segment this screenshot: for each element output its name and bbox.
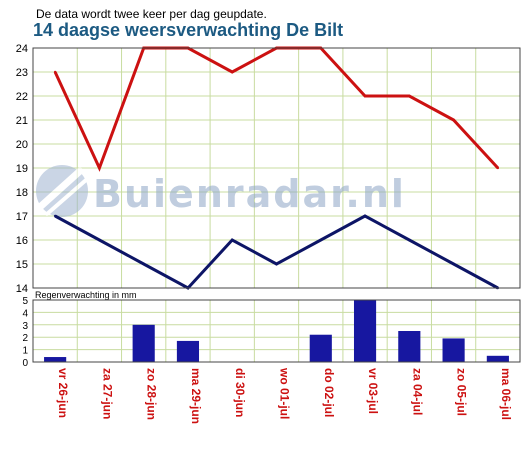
temperature-tick-label: 14 bbox=[16, 283, 28, 295]
rain-bar bbox=[132, 324, 155, 362]
date-label: zo 05-jul bbox=[455, 368, 469, 416]
min-temperature-line-point bbox=[452, 262, 455, 266]
page-title: 14 daagse weersverwachting De Bilt bbox=[33, 20, 344, 40]
rain-panel-title: Regenverwachting in mm bbox=[35, 290, 137, 300]
max-temperature-line-point bbox=[53, 70, 57, 74]
temperature-tick-label: 21 bbox=[16, 115, 28, 127]
max-temperature-line-point bbox=[231, 70, 234, 74]
rain-bar bbox=[353, 300, 377, 362]
rain-y-axis: 01 23 45 bbox=[22, 296, 28, 369]
date-label: zo 28-jun bbox=[145, 368, 159, 420]
date-label: za 04-jul bbox=[410, 368, 424, 415]
update-note: De data wordt twee keer per dag geupdate… bbox=[36, 7, 267, 21]
date-label: ma 06-jul bbox=[499, 368, 513, 420]
date-label: do 02-jul bbox=[322, 368, 336, 417]
rain-tick-label: 4 bbox=[22, 308, 28, 319]
rain-bar bbox=[442, 338, 465, 362]
date-label: vr 03-jul bbox=[366, 368, 380, 414]
rain-plot-area bbox=[33, 300, 520, 362]
date-label: wo 01-jul bbox=[278, 367, 292, 419]
max-temperature-line-point bbox=[452, 118, 455, 122]
min-temperature-line-point bbox=[319, 238, 322, 242]
min-temperature-line-point bbox=[231, 238, 234, 242]
rain-tick-label: 5 bbox=[22, 296, 28, 307]
temperature-tick-label: 19 bbox=[16, 163, 28, 175]
date-label: ma 29-jun bbox=[189, 368, 203, 424]
rain-tick-label: 1 bbox=[22, 346, 28, 357]
rain-bar bbox=[309, 334, 332, 362]
temperature-tick-label: 18 bbox=[16, 187, 28, 199]
rain-bar bbox=[176, 340, 200, 362]
min-temperature-line-point bbox=[408, 238, 411, 242]
min-temperature-line-point bbox=[53, 214, 57, 218]
rain-bar bbox=[486, 355, 509, 362]
max-temperature-line-point bbox=[408, 94, 411, 98]
temperature-y-axis: 14 15 16 17 18 19 20 21 22 23 24 bbox=[16, 43, 28, 295]
buienradar-logo-icon bbox=[36, 165, 88, 217]
temperature-tick-label: 22 bbox=[16, 91, 28, 103]
temperature-tick-label: 17 bbox=[16, 211, 28, 223]
temperature-tick-label: 16 bbox=[16, 235, 28, 247]
temperature-tick-label: 20 bbox=[16, 139, 28, 151]
watermark: Buienradar.nl bbox=[36, 165, 406, 217]
temperature-tick-label: 24 bbox=[16, 43, 28, 55]
rain-plot-border bbox=[32, 299, 521, 363]
rain-tick-label: 2 bbox=[22, 333, 28, 344]
temperature-tick-label: 15 bbox=[16, 259, 28, 271]
temperature-tick-label: 23 bbox=[16, 67, 28, 79]
max-temperature-line-point bbox=[496, 166, 500, 170]
rain-tick-label: 3 bbox=[22, 321, 28, 332]
min-temperature-line-point bbox=[275, 262, 278, 266]
watermark-text: Buienradar.nl bbox=[93, 172, 406, 216]
max-temperature-line-point bbox=[98, 166, 101, 170]
rain-bar bbox=[398, 331, 421, 362]
min-temperature-line-point bbox=[98, 238, 101, 242]
rain-bar bbox=[44, 357, 67, 362]
temperature-plot-border bbox=[32, 47, 521, 289]
date-label: vr 26-jun bbox=[56, 368, 70, 418]
rain-tick-label: 0 bbox=[22, 358, 28, 369]
date-axis: vr 26-jun za 27-jun zo 28-jun ma 29-jun di 3… bbox=[56, 367, 513, 424]
rain-bars bbox=[44, 300, 509, 362]
max-temperature-line-point bbox=[363, 94, 367, 98]
date-label: za 27-jun bbox=[100, 368, 114, 419]
min-temperature-line-point bbox=[363, 214, 367, 218]
date-label: di 30-jun bbox=[233, 368, 247, 417]
min-temperature-line-point bbox=[142, 262, 145, 266]
